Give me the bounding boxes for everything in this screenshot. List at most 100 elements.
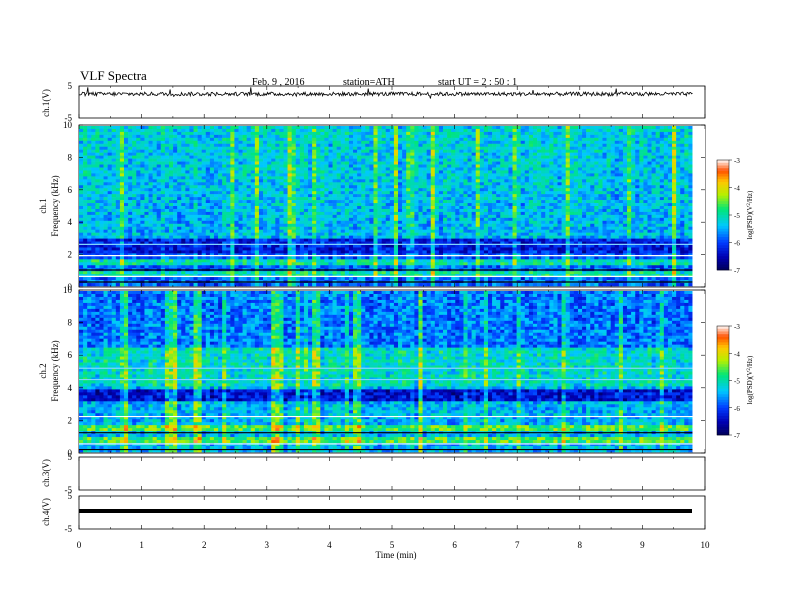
spectrogram-cell [590, 150, 594, 153]
spectrogram-cell [251, 221, 255, 224]
spectrogram-cell [672, 206, 676, 209]
spectrogram-cell [108, 197, 112, 200]
spectrogram-cell [333, 147, 337, 150]
spectrogram-cell [112, 224, 116, 227]
spectrogram-cell [83, 218, 87, 221]
spectrogram-cell [508, 162, 512, 165]
spectrogram-cell [87, 147, 91, 150]
spectrogram-cell [553, 209, 557, 212]
spectrogram-cell [525, 159, 529, 162]
spectrogram-cell [508, 209, 512, 212]
spectrogram-cell [529, 191, 533, 194]
spectrogram-cell [255, 212, 259, 215]
spectrogram-cell [390, 156, 394, 159]
spectrogram-cell [308, 209, 312, 212]
spectrogram-cell [647, 188, 651, 191]
spectrogram-cell [337, 138, 341, 141]
spectrogram-cell [463, 141, 467, 144]
spectrogram-cell [517, 165, 521, 168]
spectrogram-cell [288, 173, 292, 176]
spectrogram-cell [496, 176, 500, 179]
spectrogram-cell [87, 129, 91, 132]
spectrogram-cell [541, 132, 545, 135]
spectrogram-cell [136, 191, 140, 194]
spectrogram-cell [194, 224, 198, 227]
spectrogram-cell [206, 138, 210, 141]
spectrogram-cell [668, 132, 672, 135]
spectrogram-cell [153, 221, 157, 224]
spectrogram-cell [357, 156, 361, 159]
spectrogram-cell [570, 147, 574, 150]
spectrogram-cell [447, 182, 451, 185]
spectrogram-cell [447, 200, 451, 203]
spectrogram-cell [553, 185, 557, 188]
spectrogram-cell [337, 185, 341, 188]
spectrogram-cell [500, 167, 504, 170]
spectrogram-cell [558, 170, 562, 173]
spectrogram-cell [345, 170, 349, 173]
spectrogram-cell [549, 165, 553, 168]
spectrogram-cell [566, 173, 570, 176]
spectrogram-cell [177, 206, 181, 209]
spectrogram-cell [647, 167, 651, 170]
spectrogram-cell [623, 215, 627, 218]
spectrogram-cell [185, 129, 189, 132]
spectrogram-cell [525, 165, 529, 168]
spectrogram-cell [279, 156, 283, 159]
spectrogram-cell [406, 176, 410, 179]
spectrogram-cell [87, 132, 91, 135]
spectrogram-cell [476, 188, 480, 191]
spectrogram-cell [410, 203, 414, 206]
spectrogram-cell [173, 159, 177, 162]
spectrogram-cell [234, 215, 238, 218]
spectrogram-cell [132, 203, 136, 206]
spectrogram-cell [423, 129, 427, 132]
spectrogram-cell [91, 203, 95, 206]
spectrogram-cell [283, 200, 287, 203]
spectrogram-cell [312, 176, 316, 179]
spectrogram-cell [316, 173, 320, 176]
spectrogram-cell [104, 156, 108, 159]
spectrogram-cell [292, 194, 296, 197]
spectrogram-cell [91, 182, 95, 185]
spectrogram-cell [169, 132, 173, 135]
spectrogram-cell [194, 144, 198, 147]
spectrogram-cell [206, 150, 210, 153]
spectrogram-cell [345, 167, 349, 170]
spectrogram-cell [414, 200, 418, 203]
spectrogram-cell [656, 147, 660, 150]
spectrogram-cell [263, 203, 267, 206]
spectrogram-cell [623, 141, 627, 144]
spectrogram-cell [386, 135, 390, 138]
spectrogram-cell [218, 162, 222, 165]
spectrogram-cell [459, 150, 463, 153]
spectrogram-cell [185, 179, 189, 182]
spectrogram-cell [328, 156, 332, 159]
spectrogram-cell [112, 144, 116, 147]
spectrogram-cell [177, 209, 181, 212]
spectrogram-cell [598, 194, 602, 197]
spectrogram-cell [508, 167, 512, 170]
spectrogram-cell [414, 185, 418, 188]
spectrogram-cell [288, 191, 292, 194]
spectrogram-cell [124, 218, 128, 221]
spectrogram-cell [676, 147, 680, 150]
spectrogram-cell [239, 212, 243, 215]
spectrogram-cell [189, 129, 193, 132]
spectrogram-cell [451, 173, 455, 176]
spectrogram-cell [439, 200, 443, 203]
spectrogram-cell [562, 138, 566, 141]
spectrogram-cell [210, 135, 214, 138]
spectrogram-cell [451, 150, 455, 153]
spectrogram-cell [108, 150, 112, 153]
spectrogram-cell [271, 135, 275, 138]
spectrogram-cell [341, 129, 345, 132]
spectrogram-cell [361, 173, 365, 176]
spectrogram-cell [128, 200, 132, 203]
spectrogram-cell [87, 162, 91, 165]
spectrogram-cell [427, 153, 431, 156]
spectrogram-cell [558, 156, 562, 159]
spectrogram-cell [668, 165, 672, 168]
spectrogram-cell [459, 156, 463, 159]
spectrogram-cell [288, 144, 292, 147]
